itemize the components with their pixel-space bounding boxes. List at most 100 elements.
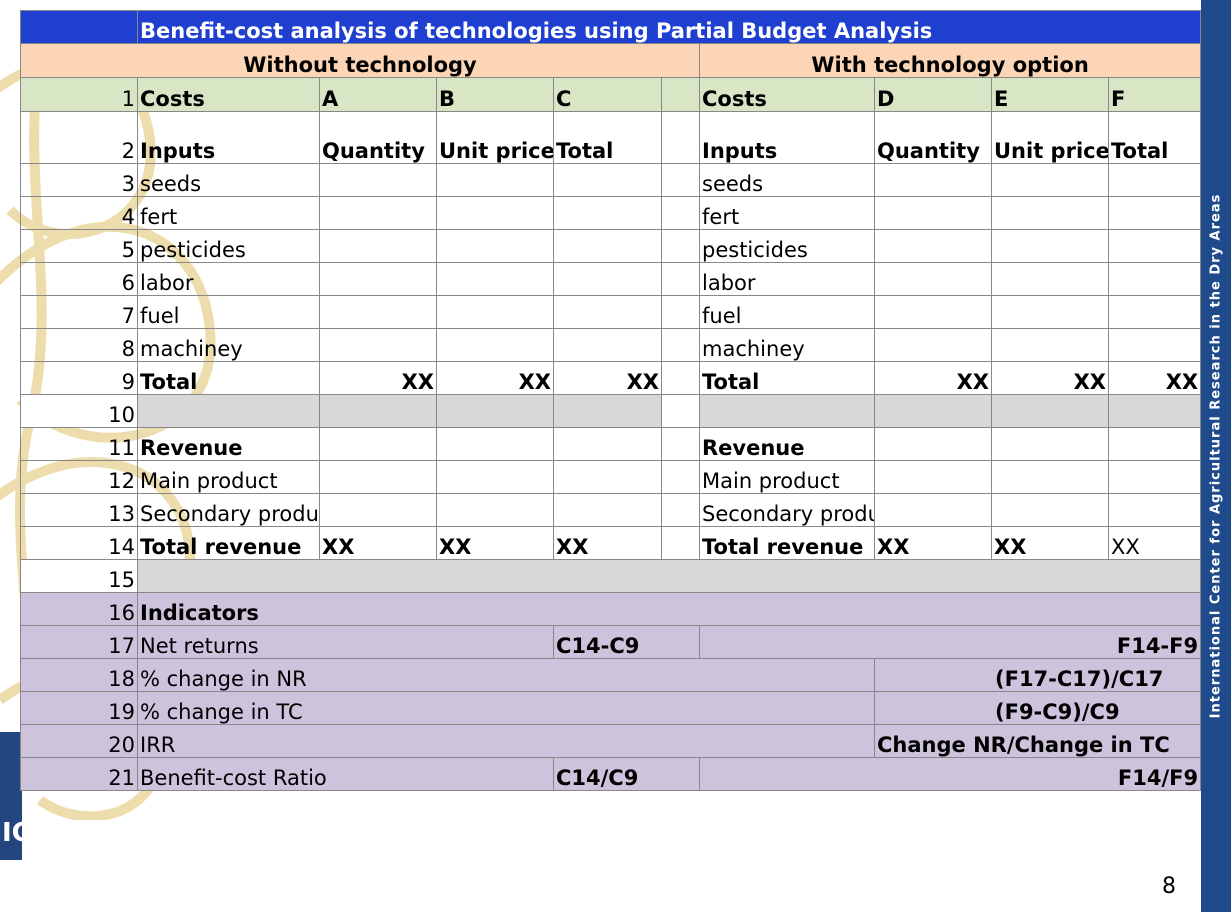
- row-number: 2: [20, 111, 138, 164]
- row-number: 8: [20, 328, 138, 362]
- row-number: 4: [20, 196, 138, 230]
- irr-label: IRR: [137, 724, 875, 758]
- input-label: pesticides: [699, 229, 875, 263]
- column-header-costs: Costs: [137, 77, 320, 112]
- header-inputs: Inputs: [137, 111, 320, 164]
- revenue-label: Revenue: [699, 427, 875, 461]
- table-row: 21 Benefit-cost Ratio C14/C9 F14/F9: [20, 757, 1202, 791]
- placeholder-value: XX: [991, 361, 1109, 395]
- header-quantity: Quantity: [319, 111, 437, 164]
- row-number: 18: [20, 658, 138, 692]
- total-revenue-label: Total revenue: [137, 526, 320, 560]
- main-product-label: Main product: [137, 460, 320, 494]
- net-returns-with-formula: F14-F9: [698, 625, 1202, 659]
- placeholder-value: XX: [991, 526, 1109, 560]
- row-number: 10: [20, 394, 138, 428]
- table-row: 18 % change in NR (F17-C17)/C17: [20, 658, 1202, 692]
- placeholder-value: XX: [1107, 526, 1202, 560]
- main-product-label: Main product: [699, 460, 875, 494]
- table-row: 6 labor labor: [20, 262, 1202, 296]
- placeholder-value: XX: [874, 361, 992, 395]
- input-label: fuel: [137, 295, 320, 329]
- row-number: 3: [20, 163, 138, 197]
- column-header-f: F: [1107, 77, 1202, 112]
- row-number: 1: [20, 77, 138, 112]
- table-row: 1 Costs A B C Costs D E F: [20, 77, 1202, 112]
- input-label: labor: [137, 262, 320, 296]
- placeholder-value: XX: [319, 526, 437, 560]
- pct-change-tc-label: % change in TC: [137, 691, 875, 725]
- table-row: 9 Total XX XX XX Total XX XX XX: [20, 361, 1202, 395]
- placeholder-value: XX: [436, 361, 554, 395]
- title-row: Benefit-cost analysis of technologies us…: [20, 10, 1202, 44]
- table-row: 10: [20, 394, 1202, 428]
- row-number: 17: [20, 625, 138, 659]
- placeholder-value: XX: [436, 526, 554, 560]
- input-label: machiney: [137, 328, 320, 362]
- input-label: pesticides: [137, 229, 320, 263]
- placeholder-value: XX: [319, 361, 437, 395]
- partial-budget-table: Benefit-cost analysis of technologies us…: [20, 10, 1202, 791]
- column-header-c: C: [553, 77, 662, 112]
- secondary-product-label: Secondary product: [699, 493, 875, 527]
- row-number: 5: [20, 229, 138, 263]
- input-label: labor: [699, 262, 875, 296]
- table-row: 5 pesticides pesticides: [20, 229, 1202, 263]
- sidebar-banner: International Center for Agricultural Re…: [1201, 0, 1231, 912]
- row-number: 9: [20, 361, 138, 395]
- table-row: 14 Total revenue XX XX XX Total revenue …: [20, 526, 1202, 560]
- input-label: fert: [699, 196, 875, 230]
- revenue-label: Revenue: [137, 427, 320, 461]
- table-title: Benefit-cost analysis of technologies us…: [136, 10, 1202, 44]
- total-revenue-label: Total revenue: [699, 526, 875, 560]
- header-unit-price-with: Unit price: [991, 111, 1109, 164]
- row-number: 7: [20, 295, 138, 329]
- row-number: 14: [20, 526, 138, 560]
- bcr-without-formula: C14/C9: [553, 757, 700, 791]
- row-number: 11: [20, 427, 138, 461]
- bcr-label: Benefit-cost Ratio: [137, 757, 554, 791]
- net-returns-label: Net returns: [137, 625, 554, 659]
- section-with-technology: With technology option: [698, 43, 1202, 78]
- table-row: 17 Net returns C14-C9 F14-F9: [20, 625, 1202, 659]
- pct-change-tc-formula: (F9-C9)/C9: [873, 691, 1202, 725]
- row-number: 19: [20, 691, 138, 725]
- bcr-with-formula: F14/F9: [698, 757, 1202, 791]
- table-row: 16 Indicators: [20, 592, 1202, 626]
- table-row: 2 Inputs Quantity Unit price Total Input…: [20, 111, 1202, 164]
- logo-fragment: IC: [2, 818, 31, 848]
- row-number: 12: [20, 460, 138, 494]
- net-returns-without-formula: C14-C9: [553, 625, 700, 659]
- table-row: 4 fert fert: [20, 196, 1202, 230]
- sidebar-organization-text: International Center for Agricultural Re…: [1208, 193, 1224, 719]
- table-row: 11 Revenue Revenue: [20, 427, 1202, 461]
- irr-formula: Change NR/Change in TC: [873, 724, 1202, 758]
- placeholder-value: XX: [1107, 361, 1202, 395]
- header-quantity-with: Quantity: [874, 111, 992, 164]
- input-label: machiney: [699, 328, 875, 362]
- placeholder-value: XX: [553, 361, 662, 395]
- indicators-label: Indicators: [136, 592, 1202, 626]
- column-header-e: E: [991, 77, 1109, 112]
- row-number: 6: [20, 262, 138, 296]
- secondary-product-label: Secondary product: [137, 493, 320, 527]
- placeholder-value: XX: [874, 526, 992, 560]
- row-number: 13: [20, 493, 138, 527]
- total-label: Total: [699, 361, 875, 395]
- section-header-row: Without technology With technology optio…: [20, 43, 1202, 78]
- table-row: 12 Main product Main product: [20, 460, 1202, 494]
- pct-change-nr-formula: (F17-C17)/C17: [873, 658, 1202, 692]
- column-header-d: D: [874, 77, 992, 112]
- column-header-a: A: [319, 77, 437, 112]
- page-number: 8: [1162, 874, 1176, 899]
- row-number: 16: [20, 592, 138, 626]
- input-label: seeds: [699, 163, 875, 197]
- row-number: 15: [20, 559, 138, 593]
- input-label: fuel: [699, 295, 875, 329]
- section-without-technology: Without technology: [20, 43, 700, 78]
- input-label: fert: [137, 196, 320, 230]
- column-header-b: B: [436, 77, 554, 112]
- table-row: 15: [20, 559, 1202, 593]
- left-brand-bar: [0, 732, 22, 860]
- table-row: 13 Secondary product Secondary product: [20, 493, 1202, 527]
